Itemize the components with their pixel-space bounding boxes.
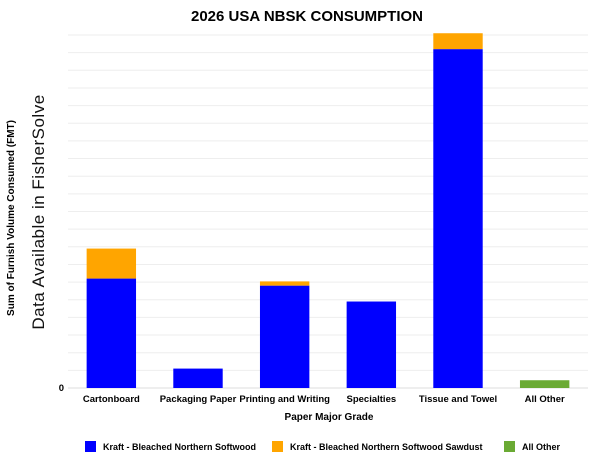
legend-swatch [272,441,283,452]
x-tick-label: Cartonboard [83,394,140,405]
x-tick-label: Packaging Paper [160,394,237,405]
bar-segment [519,380,570,388]
legend-swatch [504,441,515,452]
y-axis-title: Sum of Furnish Volume Consumed (FMT) [6,120,17,316]
y-tick-label: 0 [59,383,64,394]
x-tick-label: All Other [525,394,565,405]
legend-label: Kraft - Bleached Northern Softwood Sawdu… [290,442,483,452]
legend: Kraft - Bleached Northern Softwood Kraft … [85,441,561,452]
bar-segment [173,368,223,388]
x-tick-labels: Cartonboard Packaging Paper Printing and W… [83,394,565,405]
x-tick-label: Tissue and Towel [419,394,497,405]
y-tick-labels: 0 [59,383,64,394]
bar-segment [259,281,310,286]
gridlines [68,34,588,371]
bar-segment [86,278,137,388]
legend-label: Kraft - Bleached Northern Softwood [103,442,256,452]
x-axis-title: Paper Major Grade [285,412,374,423]
bar-segment [86,248,137,279]
legend-swatch [85,441,96,452]
x-tick-label: Specialties [347,394,397,405]
x-tick-label: Printing and Writing [239,394,330,405]
bars [86,33,570,389]
bar-segment [259,285,310,388]
watermark-text: Data Available in FisherSolve [29,94,48,329]
bar-segment [346,301,397,388]
legend-label: All Other [522,442,561,452]
bar-segment [433,33,483,50]
bar-segment [433,49,483,389]
chart-title: 2026 USA NBSK CONSUMPTION [191,8,423,25]
